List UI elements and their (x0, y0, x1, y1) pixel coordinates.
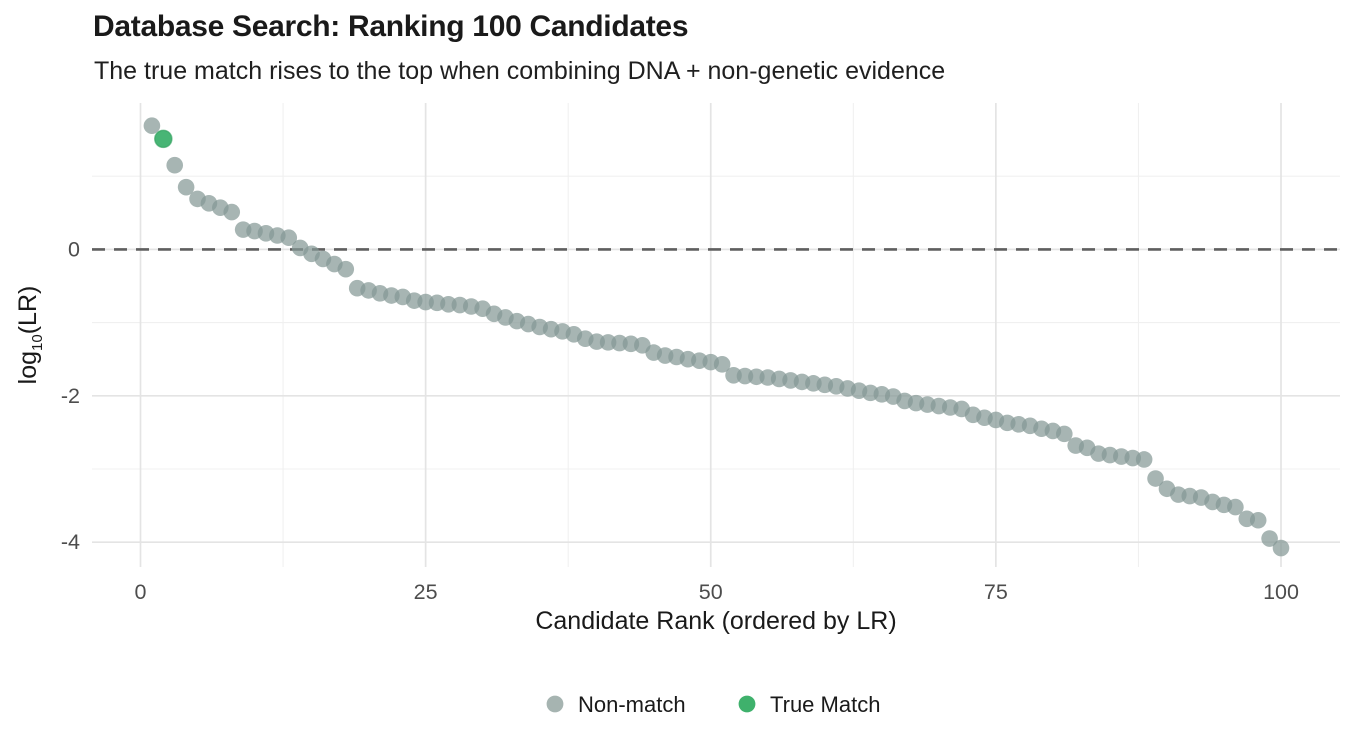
nonmatch-point (1249, 511, 1267, 529)
nonmatch-point (280, 229, 298, 246)
nonmatch-point (713, 356, 731, 373)
y-axis-title-rest: (LR) (14, 286, 42, 335)
nonmatch-point (223, 203, 241, 221)
legend-item-truematch: True Match (738, 692, 880, 717)
y-axis-title-base: log (14, 351, 42, 384)
nonmatch-point (1272, 539, 1290, 557)
gridlines-major (92, 103, 1340, 567)
y-tick-label: -4 (61, 530, 80, 554)
nonmatch-point (1261, 530, 1278, 547)
truematch-legend-dot-icon (738, 695, 756, 713)
x-tick-label: 50 (699, 580, 723, 604)
x-tick-label: 0 (135, 580, 147, 604)
nonmatch-point (337, 260, 355, 278)
chart-subtitle: The true match rises to the top when com… (94, 57, 946, 85)
y-axis-title-subscript: 10 (29, 334, 46, 351)
legend-label-truematch: True Match (770, 692, 880, 717)
nonmatch-point (1147, 470, 1164, 487)
x-tick-label: 25 (414, 580, 438, 604)
nonmatch-legend-dot-icon (546, 695, 564, 713)
y-axis-title: log10(LR) (14, 286, 46, 385)
nonmatch-point (143, 117, 161, 134)
x-tick-label: 75 (984, 580, 1008, 604)
chart-title: Database Search: Ranking 100 Candidates (93, 10, 689, 43)
nonmatch-point (1135, 451, 1153, 468)
legend: Non-match True Match (546, 692, 880, 717)
nonmatch-point (1056, 425, 1073, 443)
y-tick-label: -2 (61, 384, 80, 408)
legend-label-nonmatch: Non-match (578, 692, 686, 717)
gridlines-minor (92, 103, 1340, 567)
axis-tick-labels-layer: 0 25 50 75 100 0 -2 -4 (61, 237, 1299, 604)
true-match-point (154, 129, 173, 149)
data-points-layer (143, 117, 1290, 557)
x-axis-title: Candidate Rank (ordered by LR) (535, 607, 896, 635)
y-tick-label: 0 (68, 237, 80, 261)
nonmatch-point (166, 156, 184, 174)
legend-item-nonmatch: Non-match (546, 692, 686, 717)
x-tick-label: 100 (1263, 580, 1299, 604)
nonmatch-point (1227, 498, 1244, 516)
nonmatch-point (177, 178, 195, 196)
